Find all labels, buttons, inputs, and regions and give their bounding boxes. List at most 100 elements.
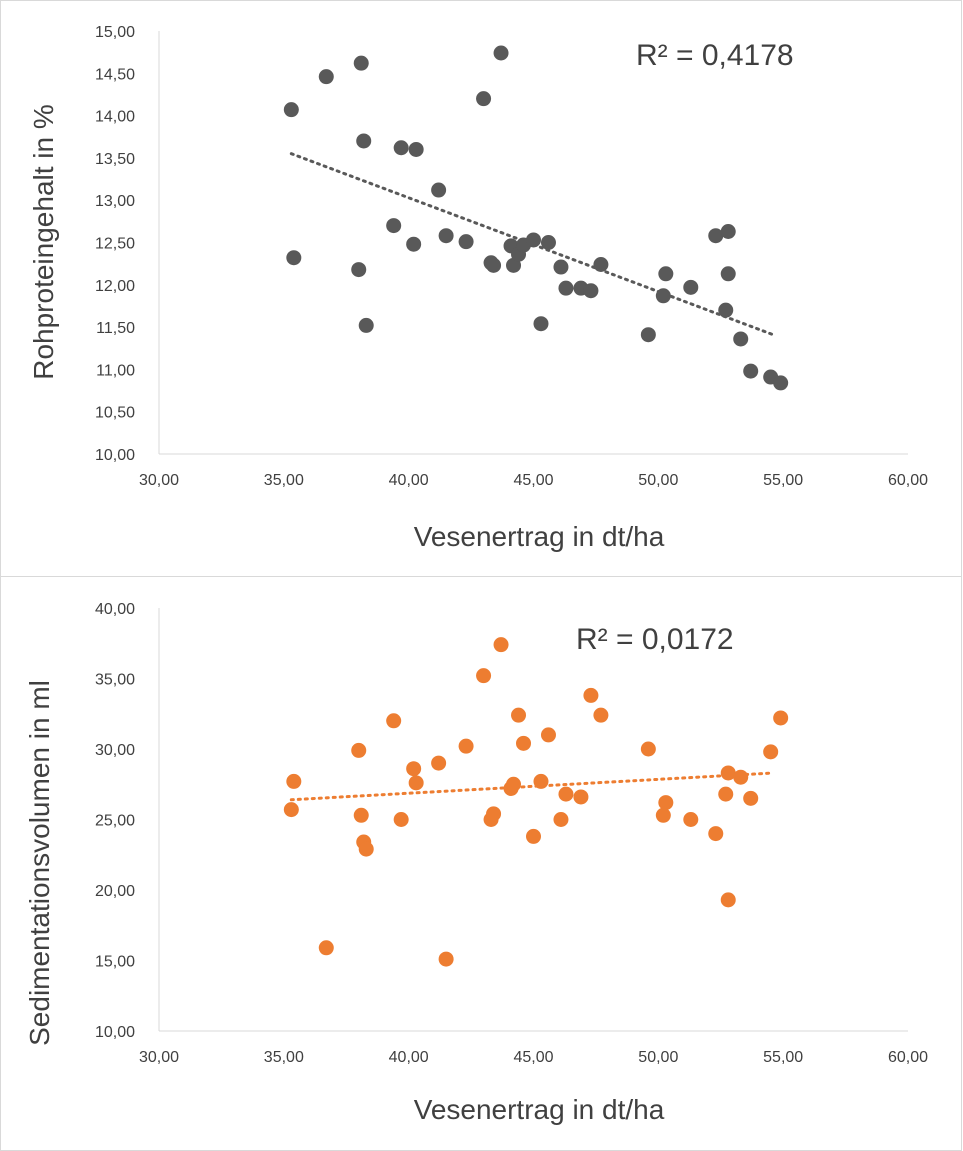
data-point	[486, 257, 502, 273]
data-point	[573, 789, 589, 805]
data-point	[720, 765, 736, 781]
y-tick-label: 35,00	[95, 672, 135, 689]
y-tick-label: 10,50	[95, 405, 135, 422]
x-tick-label: 50,00	[638, 472, 678, 489]
data-point	[526, 232, 541, 248]
data-point	[593, 707, 609, 723]
data-point	[743, 363, 759, 379]
trendline-path	[289, 771, 775, 802]
data-point	[408, 141, 424, 157]
data-point	[683, 279, 699, 295]
y-tick-label: 25,00	[95, 813, 135, 830]
y-tick-label: 11,00	[96, 362, 135, 379]
data-point	[386, 218, 402, 234]
data-point	[358, 317, 374, 333]
protein-scatter-chart: 30,00 35,00 40,00 45,00 50,00 55,00 60,00 10,00…	[28, 24, 928, 552]
y-tick-label: 40,00	[95, 601, 135, 618]
data-point	[511, 707, 527, 723]
data-point	[438, 951, 454, 967]
data-point	[318, 69, 334, 85]
data-point	[540, 727, 556, 743]
y-tick-label: 13,50	[95, 151, 135, 168]
y-tick-label: 10,00	[95, 1024, 135, 1041]
data-point	[458, 234, 474, 250]
data-point	[431, 182, 447, 198]
r-squared-label: R² = 0,0172	[576, 623, 734, 656]
data-point	[720, 892, 736, 908]
data-point	[763, 744, 779, 760]
data-point	[486, 806, 502, 822]
data-point	[708, 826, 724, 842]
data-point	[708, 228, 724, 244]
y-tick-label: 30,00	[95, 742, 135, 759]
x-axis-title: Vesenertrag in dt/ha	[414, 1094, 665, 1125]
y-tick-label: 13,00	[95, 193, 135, 210]
data-point	[431, 755, 447, 771]
data-point	[476, 91, 492, 107]
data-point	[283, 102, 299, 118]
y-axis-title: Sedimentationsvolumen in ml	[24, 680, 55, 1046]
y-axis-title: Rohproteingehalt in %	[28, 104, 59, 380]
data-point	[506, 776, 522, 792]
y-tick-label: 15,00	[95, 24, 135, 41]
data-point	[773, 375, 789, 391]
data-point	[553, 259, 569, 275]
data-point	[583, 687, 599, 703]
y-tick-label: 12,00	[95, 278, 135, 295]
x-tick-label: 30,00	[139, 472, 179, 489]
x-tick-label: 35,00	[264, 472, 304, 489]
y-tick-label: 15,00	[95, 954, 135, 971]
y-tick-label: 14,00	[95, 109, 135, 126]
data-point	[286, 250, 302, 266]
data-point	[655, 807, 671, 823]
data-points	[283, 637, 789, 967]
data-point	[493, 637, 509, 653]
data-point	[493, 45, 509, 61]
x-tick-label: 30,00	[139, 1049, 179, 1066]
y-tick-label: 12,50	[95, 236, 135, 253]
data-point	[353, 807, 369, 823]
trendline	[289, 152, 775, 337]
data-point	[733, 769, 749, 785]
data-point	[773, 710, 789, 726]
data-point	[743, 790, 759, 806]
data-point	[640, 327, 656, 343]
axes	[158, 608, 908, 1032]
data-point	[406, 761, 422, 777]
data-point	[533, 316, 549, 332]
data-point	[558, 280, 574, 296]
data-point	[593, 256, 609, 272]
data-point	[393, 812, 409, 827]
tick-labels: 30,00 35,00 40,00 45,00 50,00 55,00 60,00 10,00…	[95, 24, 928, 489]
data-point	[358, 841, 374, 857]
data-point	[683, 812, 699, 827]
data-point	[640, 741, 656, 757]
data-point	[558, 786, 574, 802]
y-tick-label: 10,00	[95, 447, 135, 464]
data-point	[718, 302, 734, 318]
x-tick-label: 45,00	[513, 472, 553, 489]
trendline	[289, 771, 775, 802]
x-tick-label: 60,00	[888, 1049, 928, 1066]
chart-panel-protein: 30,00 35,00 40,00 45,00 50,00 55,00 60,00 10,00…	[0, 0, 962, 577]
data-point	[658, 266, 674, 282]
x-tick-label: 55,00	[763, 1049, 803, 1066]
r-squared-label: R² = 0,4178	[636, 39, 794, 72]
chart-panel-sedimentation: 30,00 35,00 40,00 45,00 50,00 55,00 60,00 10,00…	[0, 576, 962, 1151]
y-tick-label: 14,50	[95, 66, 135, 83]
x-tick-label: 50,00	[638, 1049, 678, 1066]
data-point	[458, 738, 474, 754]
data-point	[386, 713, 402, 729]
data-point	[720, 224, 736, 240]
data-point	[406, 236, 422, 252]
tick-labels: 30,00 35,00 40,00 45,00 50,00 55,00 60,00 10,00…	[95, 601, 928, 1066]
data-point	[286, 773, 302, 789]
x-tick-label: 60,00	[888, 472, 928, 489]
x-tick-label: 55,00	[763, 472, 803, 489]
data-points	[283, 45, 789, 391]
data-point	[438, 228, 454, 244]
data-point	[583, 283, 599, 299]
x-tick-label: 40,00	[389, 472, 429, 489]
x-tick-label: 45,00	[513, 1049, 553, 1066]
trendline-path	[289, 152, 775, 337]
